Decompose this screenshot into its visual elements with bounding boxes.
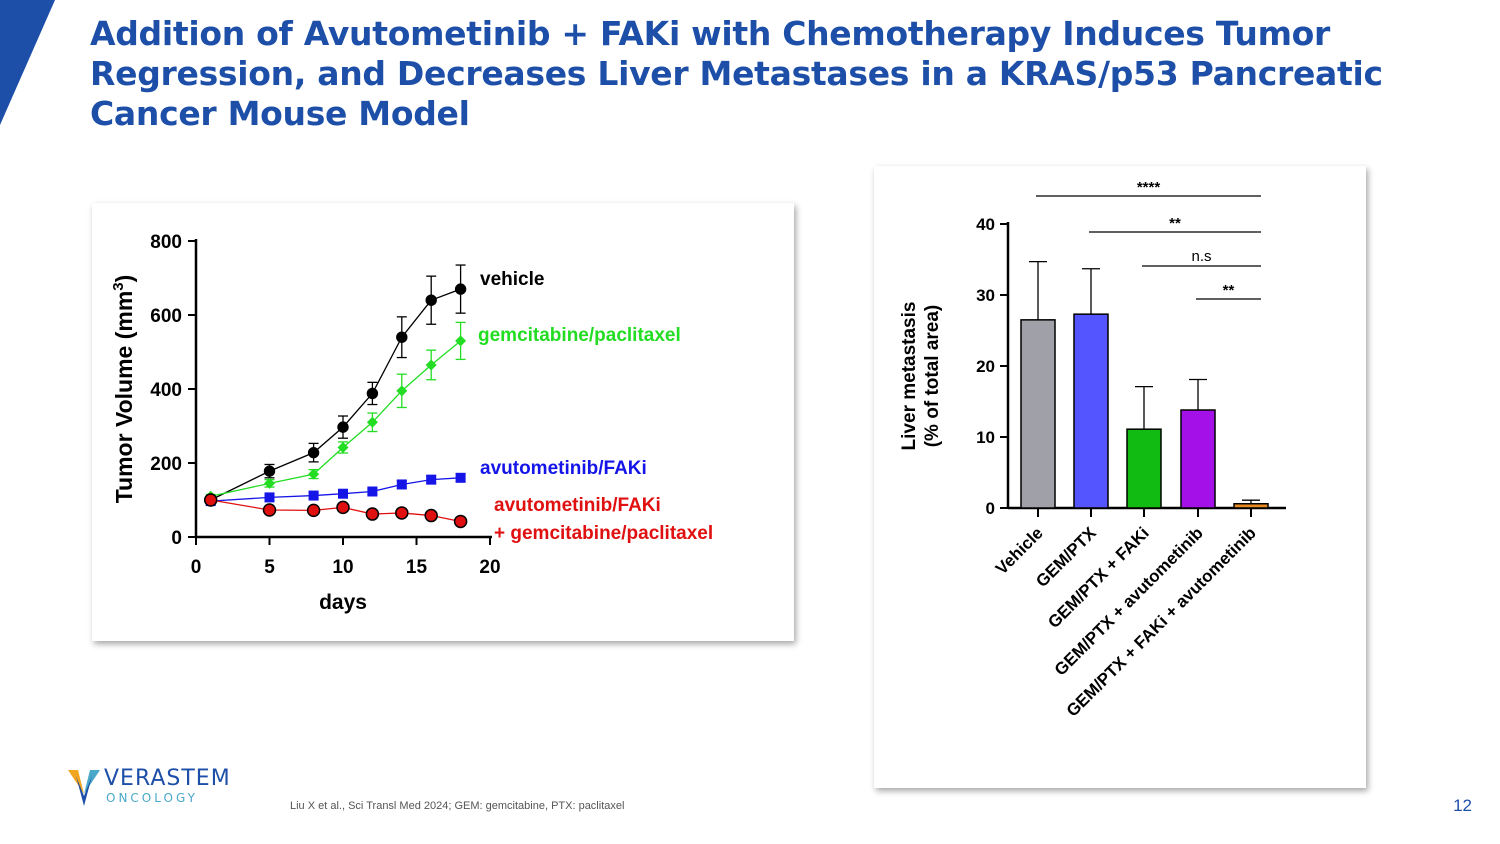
bar: [1126, 428, 1162, 509]
data-point: [455, 472, 466, 483]
page-number: 12: [1453, 796, 1472, 815]
citation-footnote: Liu X et al., Sci Transl Med 2024; GEM: …: [290, 800, 625, 812]
liver-metastasis-bar-chart: 0 10 20 30 40 Liver metastasis (% of total are…: [899, 179, 1286, 721]
series-line: [210, 499, 461, 523]
y-tick-label: 600: [150, 306, 182, 327]
data-point: [366, 387, 379, 400]
data-point: [424, 508, 438, 523]
data-point: [336, 500, 350, 515]
tumor-volume-panel: 0 200 400 600 800 0 5 10 15 20 days Tumor Volume (m…: [92, 203, 794, 641]
data-point: [453, 514, 468, 529]
significance-label: n.s: [1191, 248, 1211, 265]
series-label: gemcitabine/paclitaxel: [478, 325, 681, 346]
y-axis-label-superscript: 3: [110, 282, 127, 290]
liver-metastasis-panel: 0 10 20 30 40 Liver metastasis (% of total are…: [874, 166, 1366, 788]
series-label-line: vehicle: [480, 269, 544, 290]
significance-label: **: [1169, 215, 1181, 232]
x-axis-label: days: [319, 591, 367, 614]
y-axis-label: Tumor Volume (mm3): [110, 275, 137, 504]
data-point: [367, 486, 378, 497]
series-label: vehicle: [480, 269, 544, 290]
x-tick-label: 0: [191, 557, 202, 578]
data-point: [337, 441, 349, 453]
y-axis-label-text: Tumor Volume (mm: [111, 291, 137, 504]
data-point: [308, 468, 320, 480]
y-tick-label: 0: [171, 528, 182, 549]
series-line: [210, 340, 462, 497]
slide-title: Addition of Avutometinib + FAKi with Che…: [90, 14, 1383, 133]
series-line: [210, 288, 461, 501]
data-point: [396, 331, 408, 343]
series-label-line: gemcitabine/paclitaxel: [478, 325, 681, 346]
logo-subtitle: ONCOLOGY: [106, 791, 198, 805]
category-label: GEM/PTX + FAKi: [1044, 523, 1153, 632]
corner-accent-shape: [0, 0, 55, 125]
data-point: [203, 493, 218, 507]
y-tick-label: 20: [976, 357, 995, 376]
data-point: [396, 385, 408, 397]
y-tick-label: 200: [150, 454, 182, 475]
tumor-volume-line-chart: 0 200 400 600 800 0 5 10 15 20 days Tumor Volume (m…: [110, 232, 713, 614]
significance-label: **: [1223, 282, 1235, 299]
data-point: [455, 335, 467, 347]
category-label: GEM/PTX + FAKi + avutometinib: [1063, 523, 1260, 720]
data-point: [396, 479, 407, 490]
y-tick-label: 400: [150, 380, 182, 401]
data-point: [307, 446, 320, 459]
y-tick-label: 30: [976, 286, 995, 305]
data-point: [366, 416, 378, 428]
series-label-line: + gemcitabine/paclitaxel: [494, 523, 713, 544]
series-label: avutometinib/FAKi: [480, 458, 647, 479]
verastem-logo: VERASTEM ONCOLOGY: [66, 766, 256, 810]
data-point: [264, 477, 275, 489]
y-axis-label-line: Liver metastasis: [899, 302, 920, 451]
significance-label: ****: [1137, 179, 1161, 196]
data-point: [426, 474, 437, 485]
y-tick-label: 0: [986, 499, 995, 518]
x-tick-label: 15: [406, 557, 428, 578]
logo-mark-icon: [68, 770, 100, 806]
data-point: [306, 503, 321, 518]
bar: [1073, 313, 1109, 509]
bar: [1180, 409, 1216, 509]
data-point: [308, 490, 319, 501]
y-tick-label: 800: [150, 232, 182, 253]
data-point: [425, 294, 437, 306]
y-axis-label: Liver metastasis (% of total area): [899, 302, 943, 451]
data-point: [365, 507, 380, 521]
y-axis-label-line: (% of total area): [922, 305, 943, 448]
data-point: [338, 488, 348, 499]
data-point: [425, 359, 437, 371]
series-label-line: avutometinib/FAKi: [494, 495, 661, 516]
y-tick-label: 40: [976, 215, 995, 234]
data-point: [395, 506, 409, 520]
data-point: [454, 283, 467, 295]
x-tick-label: 20: [479, 557, 500, 578]
logo-name: VERASTEM: [104, 766, 231, 791]
series-label-line: avutometinib/FAKi: [480, 458, 647, 479]
bar: [1233, 502, 1269, 509]
bar: [1020, 319, 1056, 509]
y-axis-label-close: ): [111, 275, 137, 283]
data-point: [262, 503, 277, 517]
data-point: [263, 465, 276, 477]
data-point: [337, 421, 349, 433]
y-tick-label: 10: [976, 428, 995, 447]
x-tick-label: 10: [332, 557, 353, 578]
x-tick-label: 5: [264, 557, 275, 578]
data-point: [264, 492, 275, 503]
series-label: avutometinib/FAKi + gemcitabine/paclitaxe…: [494, 495, 713, 544]
